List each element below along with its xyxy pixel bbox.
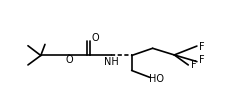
Text: HO: HO: [149, 74, 164, 84]
Text: O: O: [91, 33, 99, 43]
Text: F: F: [199, 56, 205, 65]
Text: O: O: [65, 55, 73, 65]
Text: NH: NH: [104, 57, 119, 67]
Text: F: F: [191, 60, 196, 70]
Text: F: F: [199, 42, 205, 52]
